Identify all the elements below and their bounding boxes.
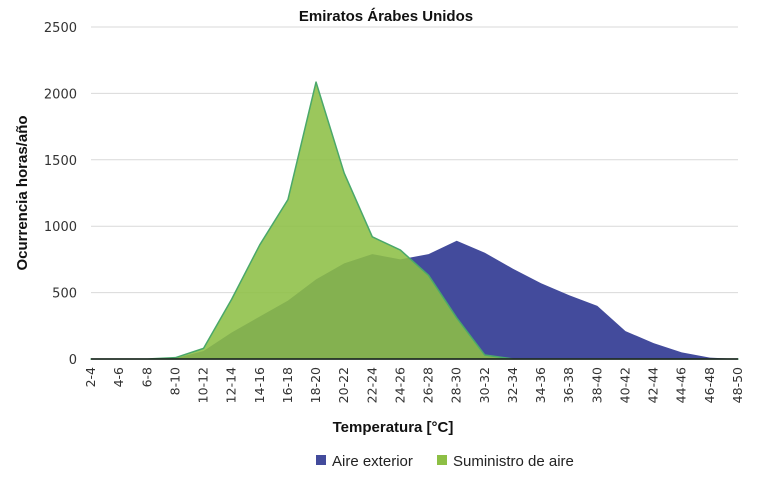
x-tick-label: 28-30 [449,367,464,403]
legend-swatch [316,455,326,465]
x-tick-label: 48-50 [730,367,745,403]
x-tick-label: 12-14 [224,367,239,403]
y-tick-label: 500 [52,287,77,302]
legend: Aire exterior Suministro de aire [316,453,574,470]
y-tick-label: 1500 [44,154,77,169]
x-tick-label: 42-44 [646,367,661,403]
x-tick-label: 20-22 [336,367,351,403]
x-tick-label: 10-12 [196,367,211,403]
x-tick-label: 40-42 [617,367,632,403]
series-suministro-de-aire-area [90,81,739,360]
x-tick-label: 34-36 [533,367,548,403]
x-tick-label: 32-34 [505,367,520,403]
legend-label: Aire exterior [332,453,413,470]
x-tick-label: 46-48 [702,367,717,403]
y-tick-label: 2500 [44,21,77,36]
legend-label: Suministro de aire [453,453,574,470]
x-tick-label: 24-26 [392,367,407,403]
x-tick-label: 36-38 [561,367,576,403]
x-tick-label: 6-8 [139,367,154,387]
x-axis-ticks: 2-4 4-6 6-8 8-10 10-12 12-14 14-16 16-18 18-20 20… [83,367,745,403]
y-axis-ticks: 0 500 1000 1500 2000 2500 [44,21,77,368]
x-tick-label: 18-20 [308,367,323,403]
plot-area [90,81,739,360]
x-tick-label: 4-6 [111,367,126,387]
x-tick-label: 8-10 [167,367,182,395]
x-tick-label: 16-18 [280,367,295,403]
x-tick-label: 26-28 [421,367,436,403]
chart-title: Emiratos Árabes Unidos [299,8,473,25]
gridlines [91,26,738,294]
y-axis-label: Ocurrencia horas/año [14,115,31,270]
legend-swatch [437,455,447,465]
x-tick-label: 14-16 [252,367,267,403]
x-axis-label: Temperatura [°C] [333,419,454,436]
x-tick-label: 2-4 [83,367,98,387]
x-tick-label: 38-40 [589,367,604,403]
x-tick-label: 22-24 [364,367,379,403]
y-tick-label: 1000 [44,220,77,235]
x-tick-label: 30-32 [477,367,492,403]
y-tick-label: 2000 [44,87,77,102]
x-tick-label: 44-46 [674,367,689,403]
y-tick-label: 0 [69,353,77,368]
